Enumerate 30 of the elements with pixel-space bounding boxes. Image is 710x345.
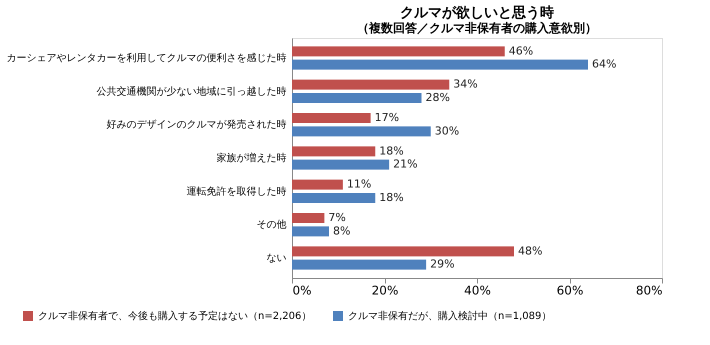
x-tick-label: 20% <box>372 284 398 298</box>
data-label: 28% <box>426 91 450 104</box>
y-tick-label: ない <box>266 253 286 264</box>
data-label: 30% <box>434 124 460 138</box>
data-label: 34% <box>453 78 478 91</box>
data-label: 46% <box>508 44 534 58</box>
data-label: 18% <box>379 144 404 158</box>
y-tick-label: その他 <box>256 218 286 231</box>
y-tick-label: 運転免許を取得した時 <box>186 185 286 198</box>
x-tick-label: 80% <box>636 284 662 298</box>
x-tick-label: 0% <box>292 284 312 298</box>
y-tick-label: 家族が増えた時 <box>216 152 286 164</box>
data-label: 18% <box>379 191 404 204</box>
chart-subtitle: （複数回答／クルマ非保有者の購入意欲別） <box>357 21 597 35</box>
data-label: 8% <box>333 224 350 238</box>
x-tick-label: 40% <box>464 284 491 298</box>
data-label: 17% <box>374 111 400 124</box>
data-label: 64% <box>592 58 616 71</box>
data-label: 21% <box>393 158 418 171</box>
data-label: 11% <box>346 178 372 191</box>
x-tick-label: 60% <box>556 284 584 298</box>
legend-label: クルマ非保有者で、今後も購入する予定はない（n=2,206） <box>38 310 312 322</box>
y-tick-label: カーシェアやレンタカーを利用してクルマの便利さを感じた時 <box>6 52 286 64</box>
chart-title: クルマが欲しいと思う時 <box>400 5 554 21</box>
legend-label: クルマ非保有だが、購入検討中（n=1,089） <box>348 310 552 322</box>
data-label: 29% <box>430 258 455 271</box>
data-label: 7% <box>328 211 346 224</box>
data-label: 48% <box>518 244 542 258</box>
y-tick-label: 好みのデザインのクルマが発売された時 <box>106 118 286 131</box>
y-tick-label: 公共交通機関が少ない地域に引っ越した時 <box>96 85 286 98</box>
